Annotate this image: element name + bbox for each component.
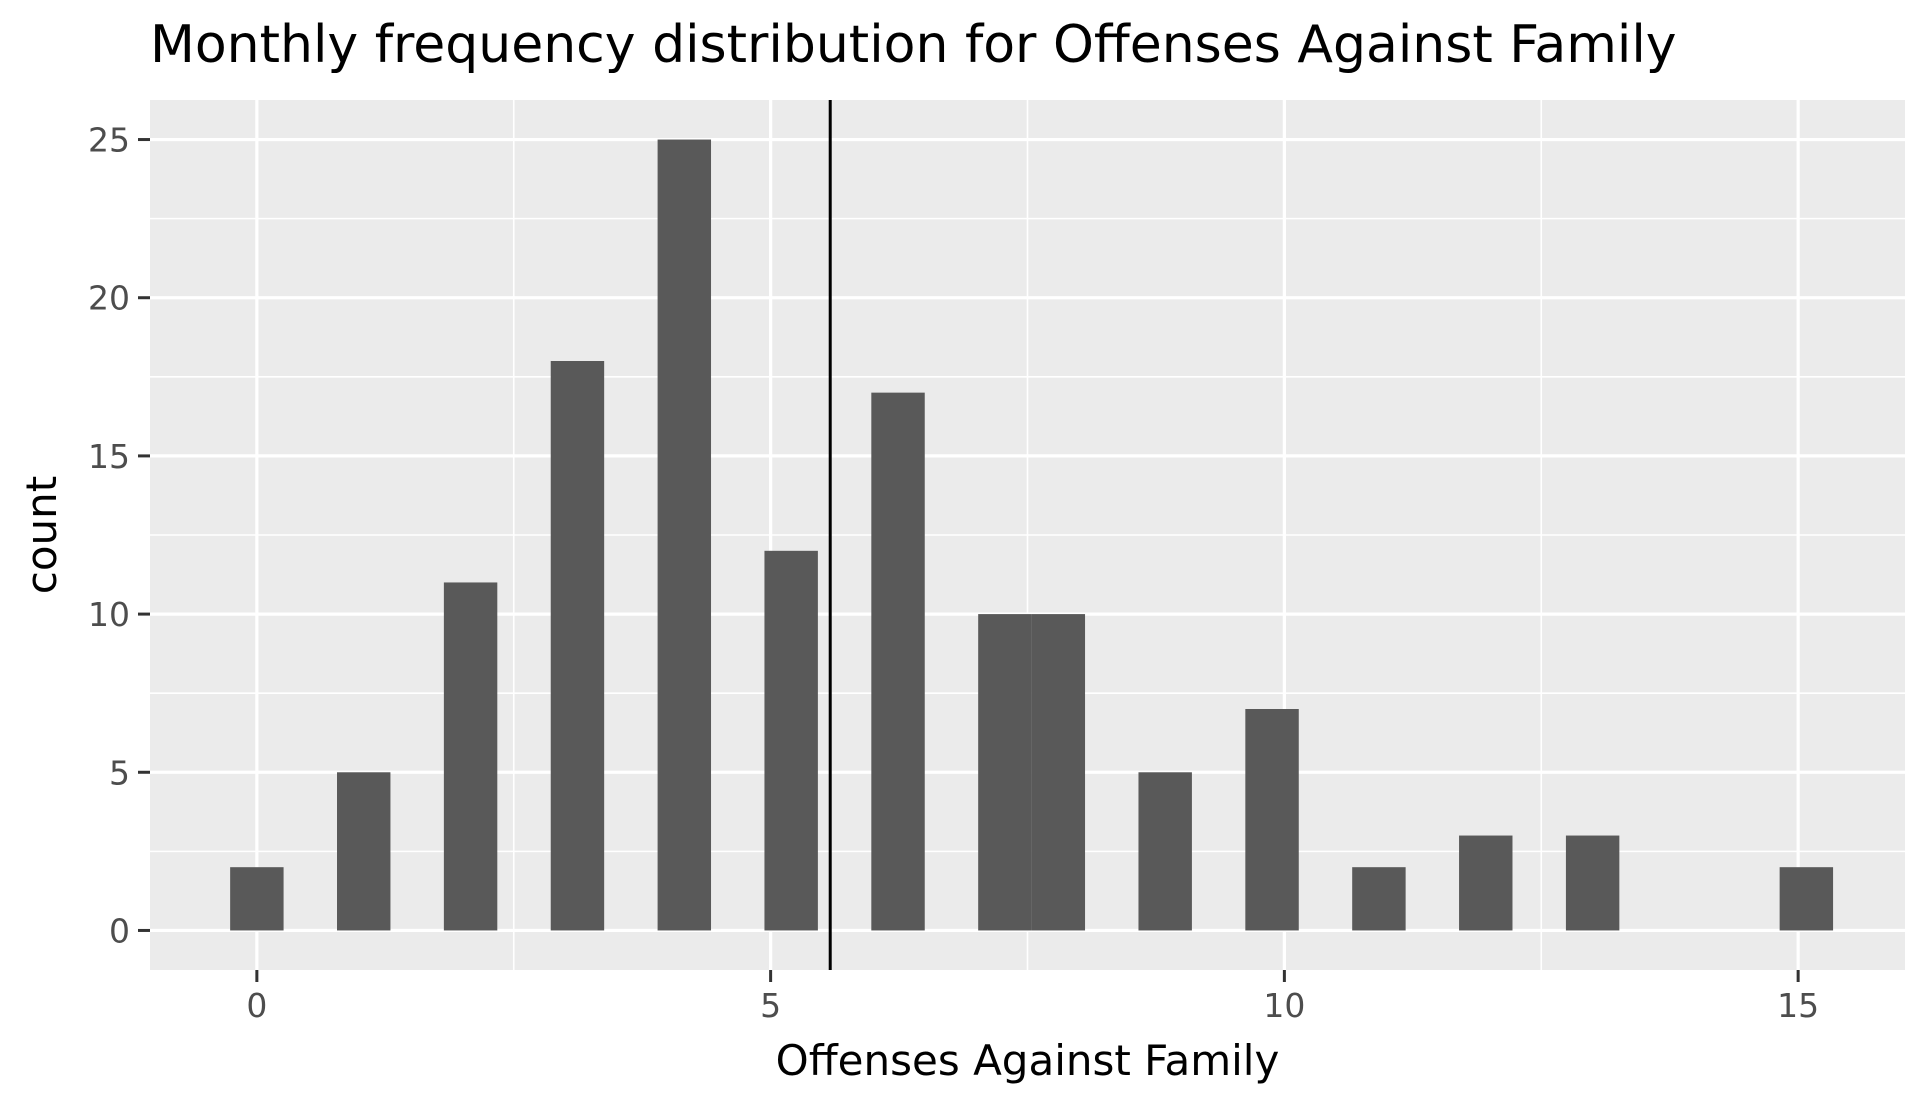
y-tick-label: 15 [88, 437, 130, 476]
histogram-bar [230, 867, 284, 931]
histogram-bar [337, 772, 391, 931]
histogram-bar [443, 582, 498, 931]
chart-title: Monthly frequency distribution for Offen… [150, 15, 1677, 75]
y-tick-label: 25 [88, 121, 130, 160]
histogram-bar [1565, 835, 1620, 931]
y-tick-label: 0 [109, 911, 130, 950]
histogram-bar [1031, 614, 1086, 931]
histogram-bar [657, 139, 712, 931]
x-tick-label: 5 [760, 986, 781, 1025]
x-tick-label: 10 [1263, 986, 1305, 1025]
histogram-bar [1459, 835, 1513, 931]
histogram-bar [1779, 867, 1834, 931]
y-axis-title: count [17, 476, 66, 595]
histogram-bar [1245, 709, 1299, 931]
x-axis-ticks: 0 5 10 15 [246, 970, 1819, 1025]
y-tick-label: 10 [88, 595, 130, 634]
x-axis-title: Offenses Against Family [776, 1036, 1280, 1085]
histogram-bar [1352, 867, 1406, 931]
histogram-bar [764, 550, 818, 931]
histogram-bar [978, 614, 1032, 931]
y-tick-label: 5 [109, 753, 130, 792]
histogram-bar [1138, 772, 1192, 931]
y-tick-label: 20 [88, 279, 130, 318]
histogram-bar [871, 392, 925, 931]
x-tick-label: 15 [1777, 986, 1819, 1025]
histogram-bars [230, 139, 1834, 931]
x-tick-label: 0 [246, 986, 267, 1025]
y-axis-ticks: 0 5 10 15 20 25 [88, 121, 150, 950]
histogram-bar [550, 361, 605, 931]
